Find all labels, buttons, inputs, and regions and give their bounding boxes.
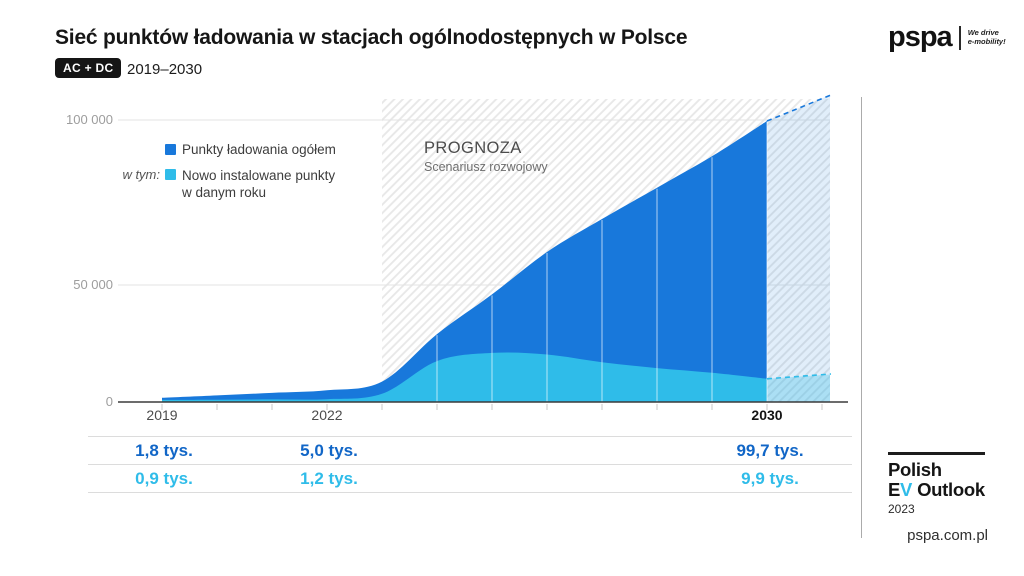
forecast-subtitle: Scenariusz rozwojowy	[424, 160, 548, 174]
report-v: V	[900, 479, 913, 500]
x-tick-2022: 2022	[311, 407, 343, 423]
summary-total-2022: 5,0 tys.	[300, 441, 358, 460]
website-url: pspa.com.pl	[907, 527, 988, 544]
summary-total-2019: 1,8 tys.	[135, 441, 193, 460]
summary-total-2030: 99,7 tys.	[736, 441, 804, 460]
y-tick-50000: 50 000	[73, 277, 113, 292]
x-tick-2019: 2019	[146, 407, 178, 423]
legend-swatch-new	[165, 169, 176, 180]
report-e: E	[888, 479, 901, 500]
pspa-logo: pspa We drive e-mobility!	[888, 21, 1006, 53]
pspa-logo-text: pspa	[888, 21, 953, 53]
logo-divider	[958, 26, 961, 50]
legend-prefix: w tym:	[122, 167, 160, 182]
y-tick-100000: 100 000	[66, 112, 113, 127]
report-line1: Polish	[888, 459, 942, 480]
pspa-tagline: We drive e-mobility!	[968, 28, 1006, 46]
legend-label-total: Punkty ładowania ogółem	[182, 142, 336, 157]
legend-label-new: Nowo instalowane punkty w danym roku	[182, 167, 352, 201]
summary-divider-bottom	[88, 492, 852, 493]
period-label: 2019–2030	[127, 61, 203, 78]
summary-new-2022: 1,2 tys.	[300, 469, 358, 488]
page-title: Sieć punktów ładowania w stacjach ogólno…	[55, 26, 688, 49]
x-tick-2030: 2030	[751, 407, 783, 423]
ac-dc-badge: AC + DC	[55, 58, 122, 78]
report-rest: Outlook	[917, 479, 985, 500]
forecast-title: PROGNOZA	[424, 139, 522, 157]
summary-divider-top	[88, 436, 852, 437]
tagline-line1: We drive	[967, 28, 999, 37]
tagline-line2: e-mobility!	[967, 37, 1006, 46]
report-year: 2023	[888, 502, 915, 516]
report-badge: Polish EV Outlook 2023	[888, 452, 985, 516]
right-separator-line	[861, 97, 862, 538]
legend-swatch-total	[165, 144, 176, 155]
y-tick-0: 0	[105, 394, 113, 409]
summary-new-2030: 9,9 tys.	[741, 469, 799, 488]
report-line2: EV Outlook	[888, 480, 985, 500]
summary-new-2019: 0,9 tys.	[135, 469, 193, 488]
summary-divider-middle	[88, 464, 852, 465]
legend-label-new-line1: Nowo instalowane punkty	[182, 168, 336, 183]
legend-label-new-line2: w danym roku	[182, 185, 267, 200]
